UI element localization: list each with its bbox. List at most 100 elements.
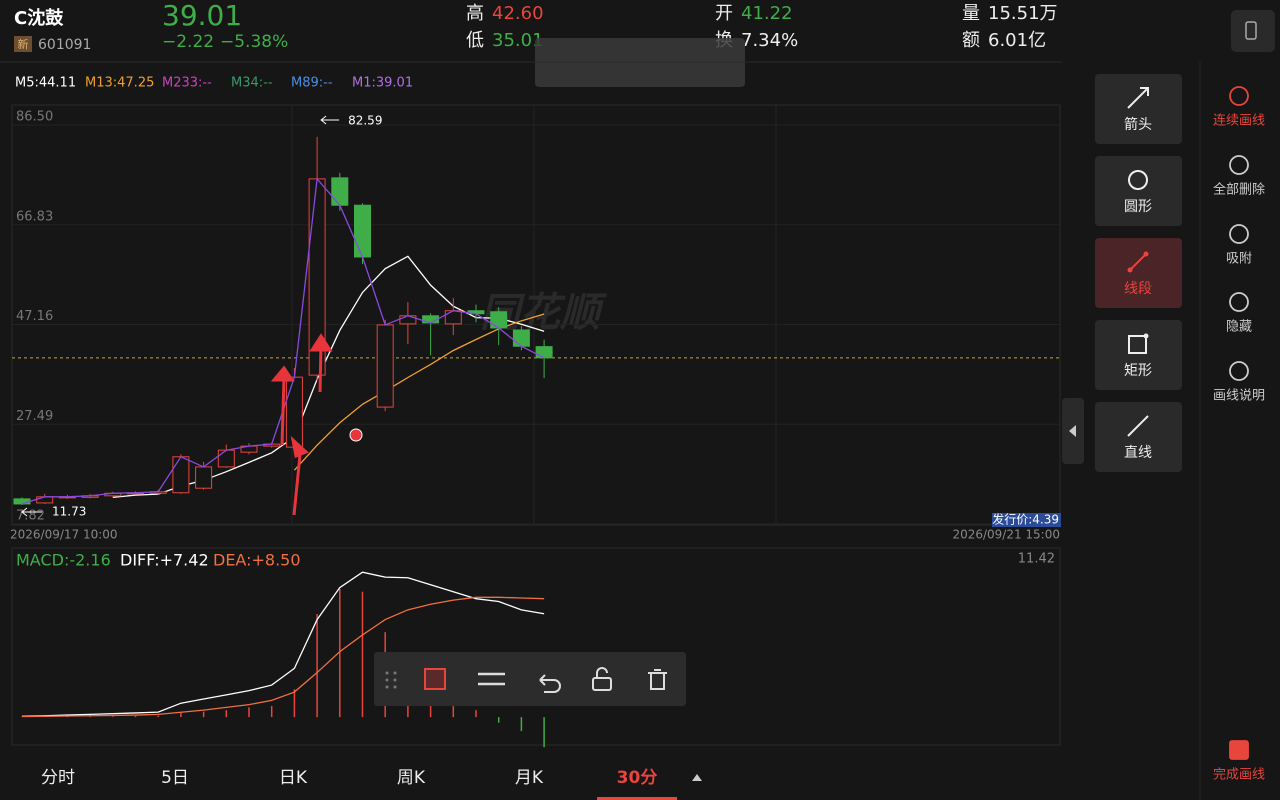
label: 高: [466, 3, 484, 24]
tool-icon: [1127, 87, 1149, 109]
candle-body: [490, 311, 508, 329]
candle-body: [512, 329, 530, 347]
side-label[interactable]: 连续画线: [1213, 113, 1265, 129]
end-date: 2026/09/21 15:00: [952, 528, 1060, 542]
tool-button[interactable]: [1095, 74, 1182, 144]
candle-body: [354, 204, 371, 258]
tab[interactable]: 5日: [161, 768, 189, 788]
side-icon: [1229, 86, 1249, 106]
stock-code: 601091: [38, 37, 91, 53]
price: 39.01: [162, 0, 242, 32]
side-label[interactable]: 画线说明: [1213, 389, 1265, 404]
y-tick-label: 86.50: [16, 110, 53, 125]
dea-label: DEA:+8.50: [213, 551, 301, 570]
dea-line: [21, 596, 545, 718]
collapse-icon: [1069, 425, 1076, 437]
badge: 新: [18, 37, 29, 51]
lock-button[interactable]: [592, 667, 612, 691]
side-icon: [1229, 740, 1249, 760]
device-icon: [1245, 21, 1257, 40]
y-tick-label: 66.83: [16, 209, 53, 224]
tool-label: 矩形: [1124, 363, 1152, 379]
side-icon: [1229, 292, 1249, 312]
turnover: 7.34%: [741, 30, 798, 51]
tab-bar: 分时 5日 日K 周K 月K 30分: [41, 768, 702, 800]
tool-icon: [1128, 170, 1148, 190]
side-label[interactable]: 全部删除: [1213, 182, 1265, 198]
macd-chart: [21, 571, 545, 748]
tab-underline: [597, 797, 677, 800]
tool-button[interactable]: [1095, 402, 1182, 472]
tab[interactable]: 日K: [279, 768, 308, 788]
tool-icon: [1127, 251, 1149, 273]
tab[interactable]: 周K: [397, 768, 426, 788]
volume: 15.51万: [988, 3, 1058, 24]
label: 额: [962, 30, 980, 51]
macd-label: MACD:-2.16: [16, 551, 111, 570]
label: 低: [466, 30, 484, 51]
diff-label: DIFF:+7.42: [120, 551, 209, 570]
side-label[interactable]: 隐藏: [1226, 320, 1252, 335]
tab[interactable]: 分时: [41, 768, 75, 788]
change: −2.22: [162, 32, 214, 52]
color-button[interactable]: [424, 668, 446, 690]
chart-frame: [11, 104, 1061, 526]
y-tick-label: 27.49: [16, 409, 53, 424]
candle-chart: 86.50 66.83 47.16 27.49 7.82 82.59 11.73: [12, 110, 1060, 525]
candle-body: [331, 177, 349, 206]
candle-body: [36, 496, 54, 504]
candle-body: [376, 324, 394, 408]
candle-body: [172, 456, 190, 494]
candle-body: [217, 449, 235, 468]
tool-label: 箭头: [1124, 116, 1152, 133]
indicator: M1:39.01: [352, 76, 413, 91]
start-date: 2026/09/17 10:00: [10, 528, 118, 542]
ipo-bg: [992, 513, 1061, 527]
tool-button[interactable]: [1095, 156, 1182, 226]
tool-icon: [1127, 415, 1149, 437]
stock-name: C沈鼓: [14, 7, 64, 29]
low-arrow: [21, 507, 42, 517]
line-style-button[interactable]: [478, 672, 505, 686]
high-note: 82.59: [348, 114, 382, 128]
tool-button[interactable]: [1095, 238, 1182, 308]
side-label[interactable]: 完成画线: [1213, 768, 1265, 783]
undo-button[interactable]: [539, 674, 561, 693]
tab-menu[interactable]: [692, 774, 702, 781]
side-label[interactable]: 吸附: [1226, 252, 1252, 267]
indicator-row: M5:44.11 M13:47.25 M233:-- M34:-- M89:-- M1:3…: [15, 76, 413, 91]
indicator: M89:--: [291, 76, 333, 91]
side-icon: [1229, 361, 1249, 381]
delete-button[interactable]: [648, 669, 667, 690]
tab[interactable]: 月K: [515, 768, 544, 788]
indicator: M5:44.11: [15, 76, 76, 91]
device-button[interactable]: [1231, 10, 1275, 52]
candle-body: [195, 466, 213, 489]
label: 量: [962, 3, 980, 24]
user-drawings: [270, 333, 363, 516]
candle-body: [285, 376, 303, 448]
tool-label: 圆形: [1124, 199, 1152, 215]
amount: 6.01亿: [988, 30, 1046, 51]
indicator: M13:47.25: [85, 76, 154, 91]
low: 35.01: [492, 30, 544, 51]
high: 42.60: [492, 3, 544, 24]
tab[interactable]: 30分: [617, 768, 658, 788]
y-tick-label: 7.82: [16, 509, 45, 524]
diff-line: [21, 571, 545, 717]
indicator: M34:--: [231, 76, 273, 91]
low-note: 11.73: [52, 505, 86, 519]
side-icon: [1229, 224, 1249, 244]
y-tick-label: 47.16: [16, 309, 53, 324]
tool-icon: [1128, 333, 1149, 354]
badge-bg: [14, 36, 32, 52]
change-pct: −5.38%: [220, 32, 288, 52]
high-arrow: [320, 115, 340, 125]
tool-button[interactable]: [1095, 320, 1182, 390]
tool-label: 线段: [1124, 281, 1152, 297]
label: 开: [715, 3, 733, 24]
candle-body: [535, 346, 553, 359]
